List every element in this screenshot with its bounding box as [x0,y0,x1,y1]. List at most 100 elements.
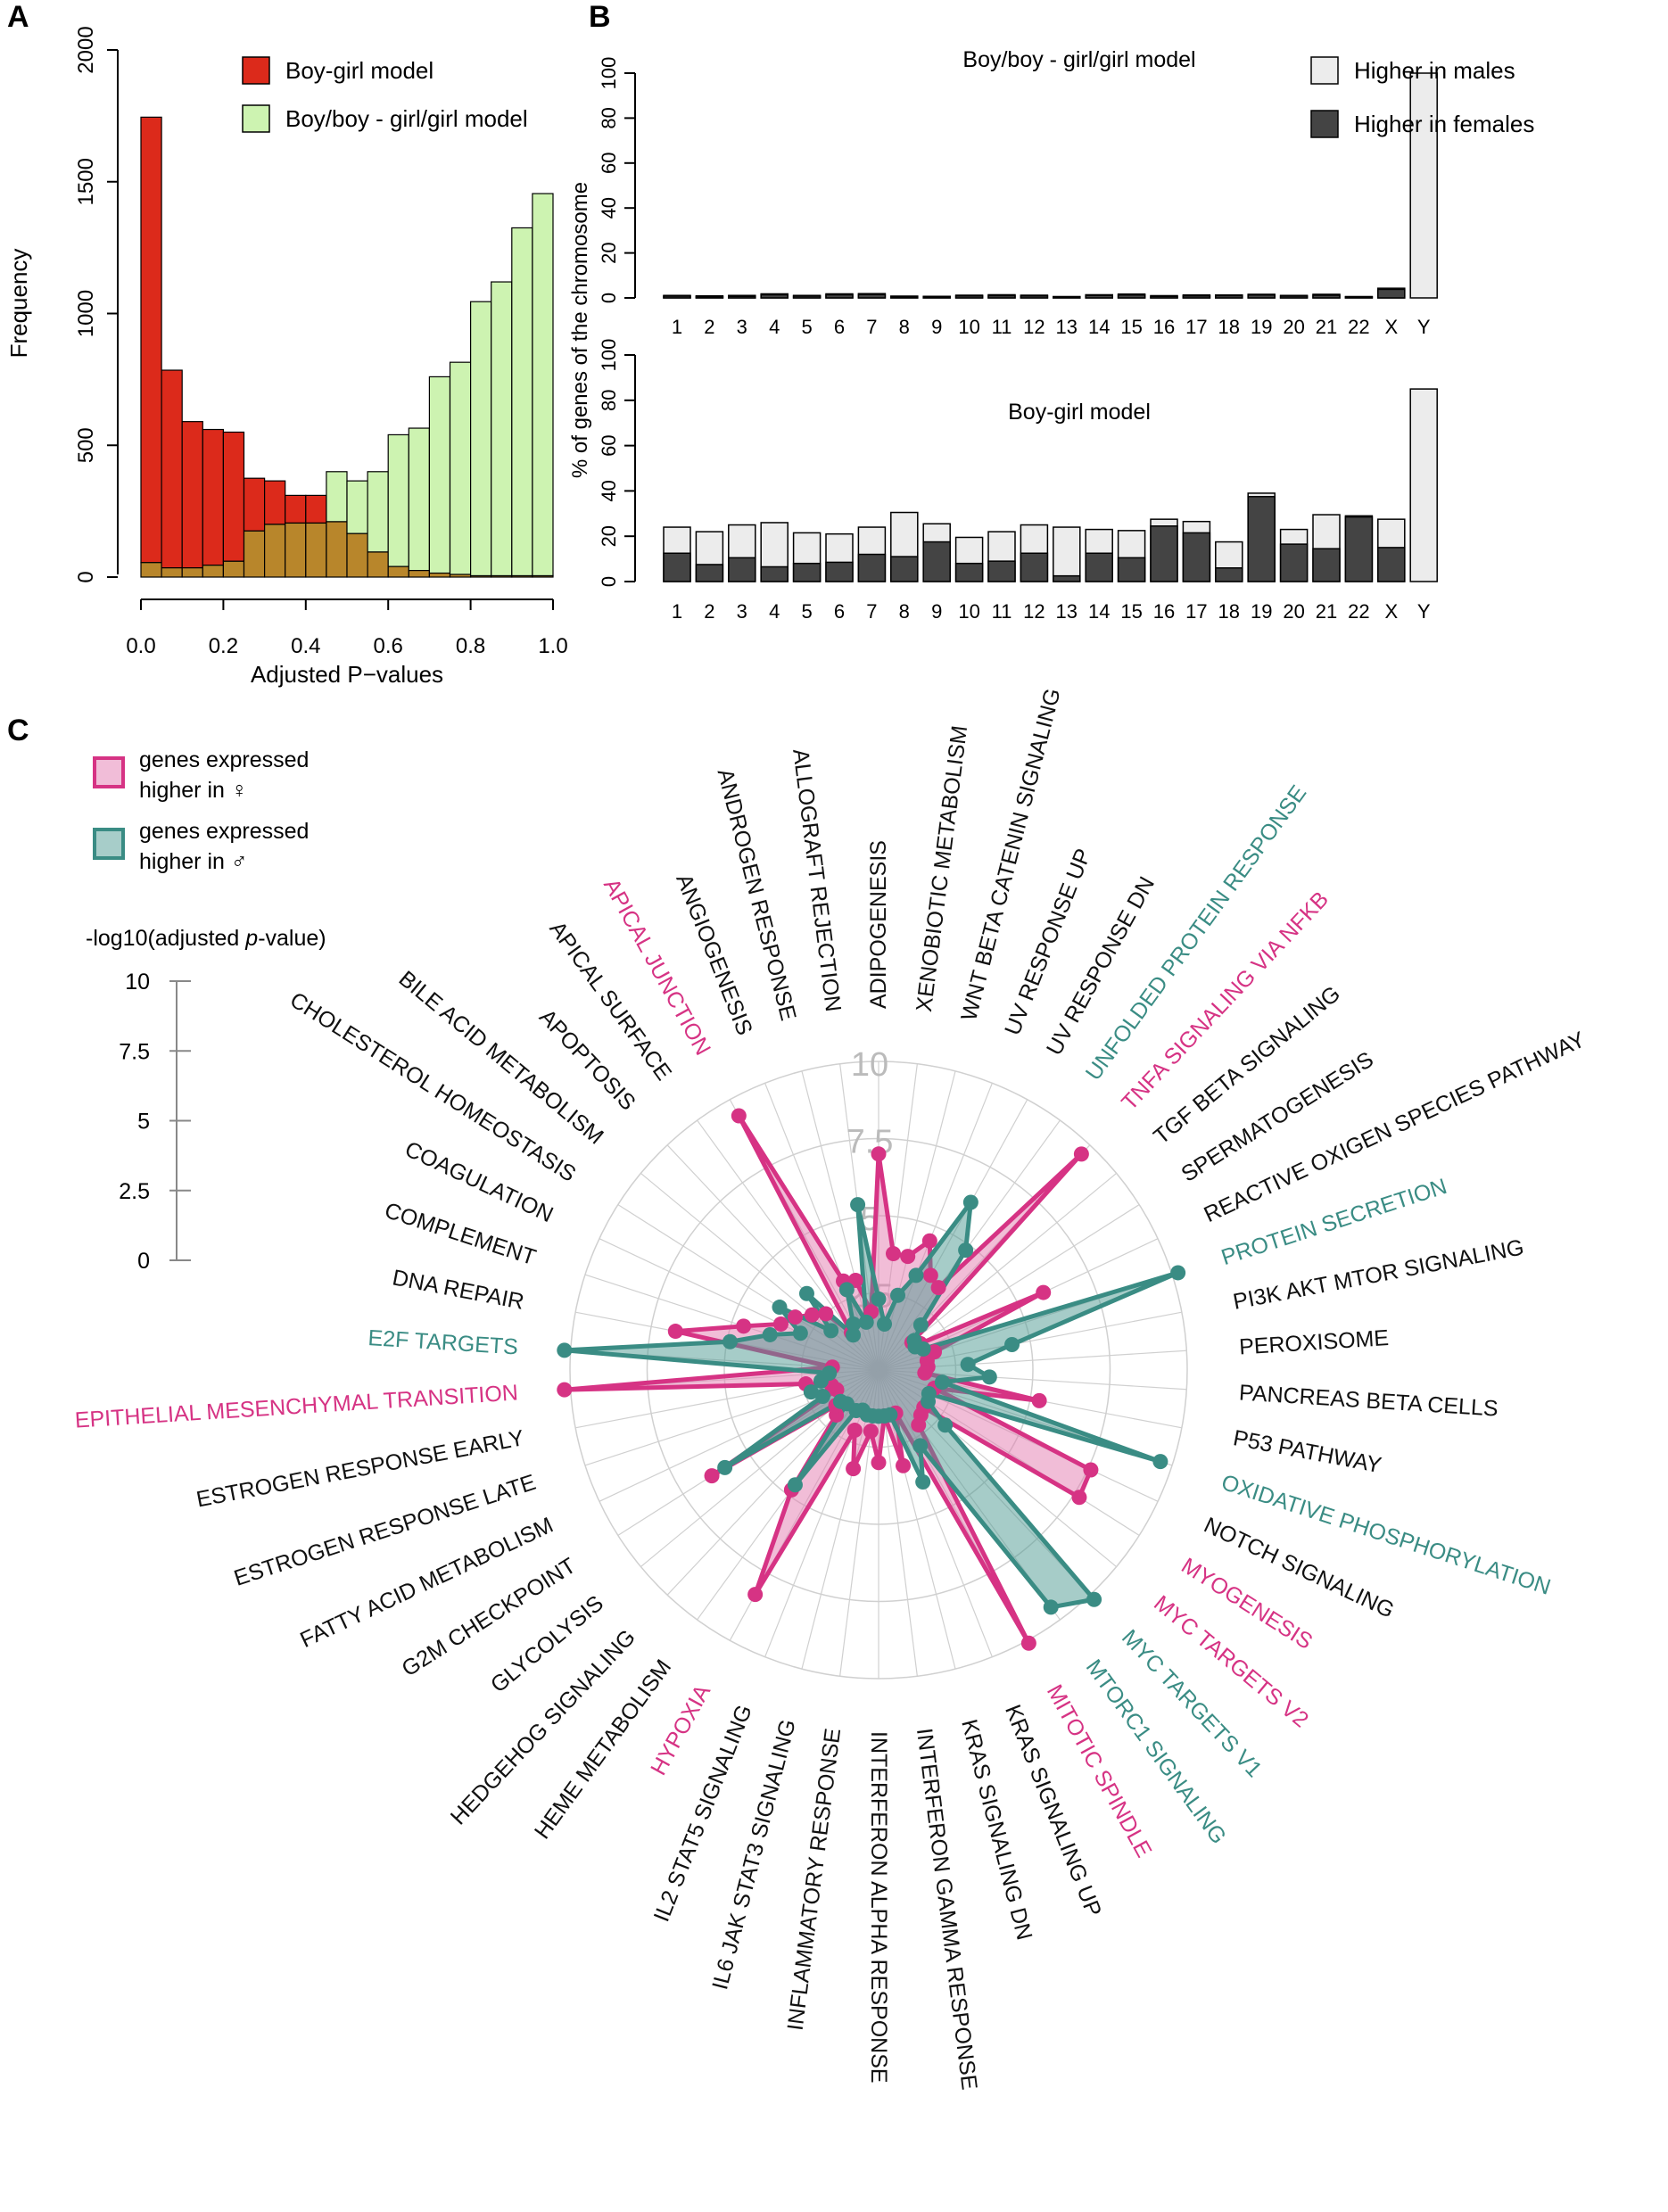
radar-point-male [960,1357,976,1373]
radar-point-male [838,1282,855,1298]
chrom-bottom-category-label: 10 [958,600,979,623]
hist-legend-label-boy-girl: Boy-girl model [285,57,434,84]
chrom-bottom-category-label: 5 [801,600,812,623]
chrom-top-category-label: 22 [1348,316,1369,338]
radar-point-female [788,1309,804,1325]
radar-point-female [911,1417,927,1433]
hist-legend: Boy-girl model Boy/boy - girl/girl model [242,56,528,133]
chrom-top-title: Boy/boy - girl/girl model [962,47,1195,72]
chrom-top-bar-females [695,295,724,299]
chrom-top-category-label: 13 [1056,316,1078,338]
radar-point-male [1086,1591,1102,1607]
hist-bar-overlap [532,574,554,578]
chrom-bottom-bar-females [922,541,951,582]
radar-point-male [787,1477,803,1493]
radar-point-female [1071,1490,1087,1506]
chrom-bottom-bar-females [1377,547,1406,582]
chrom-top-y-tick-label: 100 [598,57,620,90]
radar-point-female [921,1233,937,1249]
hist-bar-top [161,369,183,569]
chrom-bottom-category-label: Y [1417,600,1431,623]
chrom-top-y-tick-label: 20 [598,242,620,263]
radar-point-female [900,1249,916,1265]
chrom-top-bar-females [922,295,951,299]
hist-bar-top [285,494,307,524]
radar-category-label: MYC TARGETS V1 [1117,1625,1267,1782]
chrom-top-category-label: 15 [1120,316,1142,338]
chrom-top-bar-females [1182,294,1211,299]
chrom-top-category-label: 12 [1023,316,1045,338]
radar-category-label: OXIDATIVE PHOSPHORYLATION [1218,1470,1554,1600]
hist-bar-top [408,427,430,572]
radar-point-male [908,1267,924,1283]
radar-point-male [762,1326,778,1342]
hist-x-tick-label: 0.4 [291,634,320,658]
radar-point-male [832,1393,848,1409]
chrom-top-bar-females [1020,294,1049,299]
radar-category-label: P53 PATHWAY [1231,1425,1383,1478]
radar-point-male [958,1242,974,1259]
chrom-bottom-bar-females [1182,532,1211,582]
chrom-top-bar-females [1085,294,1113,299]
chrom-top-category-label: 17 [1185,316,1207,338]
chrom-top-category-label: 7 [866,316,877,338]
radar-point-male [823,1323,839,1339]
chrom-bottom-category-label: 9 [931,600,942,623]
chrom-legend-label-males: Higher in males [1354,57,1515,84]
hist-y-tick-label: 1000 [74,290,98,337]
radar-scale-tick-label: 0 [137,1249,150,1274]
panel-c-label: C [7,714,29,747]
chrom-top-bar-females [1377,288,1406,299]
chrom-bottom-category-label: 12 [1023,600,1045,623]
radar-category-label: XENOBIOTIC METABOLISM [912,724,972,1013]
hist-bar-overlap [511,574,533,578]
radar-category-label: SPERMATOGENESIS [1177,1047,1377,1187]
hist-y-tick-label: 2000 [74,26,98,73]
chrom-top-bar-females [1344,296,1374,299]
radar-category-label: ALLOGRAFT REJECTION [788,747,846,1013]
chrom-bottom-category-label: 7 [866,600,877,623]
chrom-legend-label-females: Higher in females [1354,111,1534,137]
radar-point-male [912,1438,929,1454]
hist-bar-top [202,428,225,566]
chrom-bottom-bar-females [728,557,756,582]
radar-point-male [1170,1265,1186,1281]
hist-bar-overlap [243,530,266,578]
chrom-bottom-category-label: 4 [769,600,780,623]
chrom-bottom-bar-females [890,556,919,582]
chrom-top-bar-females [987,294,1016,299]
chrom-top-y-tick-label: 80 [598,107,620,128]
chrom-top-bar-females [1117,293,1146,299]
histogram-panel: 0 500 1000 1500 2000 0.0 0.2 0.4 0.6 0.8 1.0 Adju… [5,26,568,688]
radar-legend-female-line1: genes expressed [139,747,309,772]
radar-legend-male-line1: genes expressed [139,819,309,844]
radar-point-female [1036,1284,1052,1300]
chrom-bottom-category-label: 8 [899,600,910,623]
radar-point-male [921,1393,937,1409]
hist-bar-overlap [305,522,327,578]
radar-point-male [798,1285,814,1301]
chrom-top-category-label: 21 [1316,316,1337,338]
radar-point-male [803,1384,819,1400]
hist-bar-top [469,301,492,577]
radar-legend-swatch-male [93,828,125,860]
chrom-bottom-category-label: 14 [1088,600,1110,623]
chrom-top-category-label: Y [1417,316,1431,338]
hist-bar-top [222,431,245,562]
radar-point-male [846,1327,862,1343]
hist-bar-top [140,116,162,564]
chrom-bottom-bar-males [1409,388,1438,582]
chrom-top-category-label: 10 [958,316,979,338]
chrom-bottom-bar-females [1247,496,1276,582]
radar-point-male [814,1388,830,1404]
hist-y-axis-label: Frequency [5,249,32,359]
radar-category-label: PANCREAS BETA CELLS [1238,1380,1499,1421]
radar-point-female [667,1324,683,1340]
chrom-bottom-category-label: 13 [1056,600,1078,623]
chrom-bottom-bar-females [825,561,854,582]
chrom-top-category-label: 6 [834,316,845,338]
hist-x-tick-label: 0.6 [374,634,403,658]
chrom-top-bar-females [760,293,789,299]
radar-category-label: INFLAMMATORY RESPONSE [783,1727,846,2032]
radar-point-female [896,1457,912,1473]
